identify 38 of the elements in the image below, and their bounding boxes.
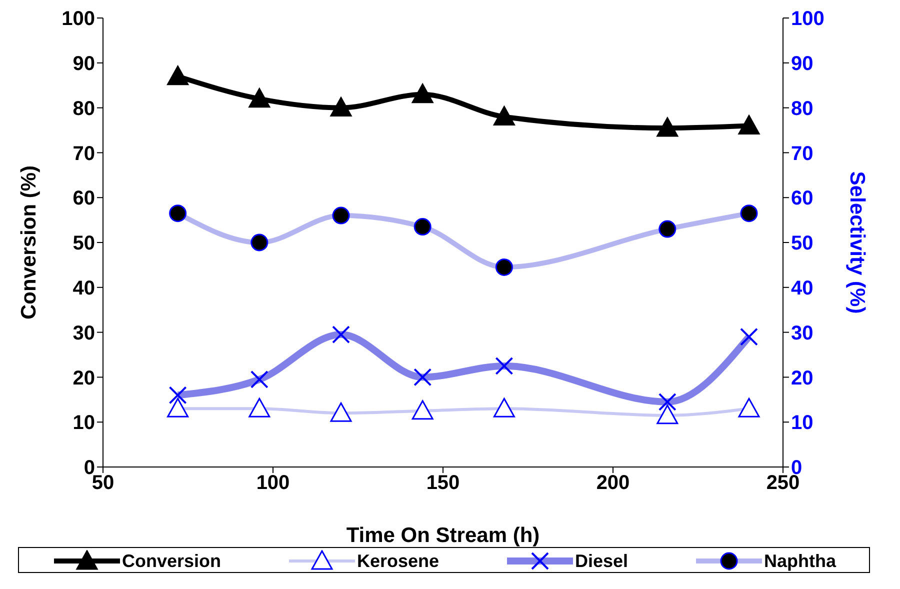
- point: [493, 106, 515, 126]
- x-tick-label: 200: [596, 472, 630, 494]
- legend-label: Diesel: [574, 550, 628, 572]
- x-tick-label: 100: [256, 472, 290, 494]
- y2-tick-label: 100: [791, 8, 824, 30]
- y-tick-label: 90: [72, 53, 95, 75]
- y2-tick-label: 70: [791, 142, 814, 165]
- y-tick-label: 20: [72, 367, 95, 390]
- legend-label: Naphtha: [763, 550, 836, 572]
- y-tick-label: 50: [72, 232, 95, 255]
- point: [167, 66, 189, 86]
- y2-axis-title: Selectivity (%): [846, 171, 869, 314]
- point: [330, 97, 352, 117]
- x-axis-title: Time On Stream (h): [346, 524, 540, 547]
- point: [738, 115, 760, 135]
- y2-tick-label: 90: [791, 53, 814, 75]
- y-tick-label: 80: [72, 98, 95, 120]
- y2-tick-label: 60: [791, 188, 814, 210]
- y-tick-label: 60: [72, 188, 95, 210]
- y-axis-title: Conversion (%): [17, 165, 40, 320]
- y2-tick-label: 20: [791, 367, 814, 390]
- y-tick-label: 40: [72, 278, 95, 300]
- point: [248, 88, 270, 108]
- y2-tick-label: 30: [791, 322, 814, 344]
- point: [656, 117, 678, 137]
- y-tick-label: 100: [62, 8, 95, 30]
- legend-label: Kerosene: [356, 550, 440, 572]
- x-tick-label: 150: [426, 472, 460, 494]
- legend-label: Conversion: [120, 550, 222, 572]
- x-tick-label: 50: [92, 472, 114, 494]
- y2-tick-label: 80: [791, 98, 814, 120]
- y-tick-label: 10: [72, 412, 95, 434]
- y2-tick-label: 40: [791, 278, 814, 300]
- y-tick-label: 30: [72, 322, 95, 344]
- y-tick-label: 70: [72, 142, 95, 165]
- y2-tick-label: 10: [791, 412, 814, 434]
- y2-tick-label: 50: [791, 232, 814, 255]
- point: [412, 84, 434, 104]
